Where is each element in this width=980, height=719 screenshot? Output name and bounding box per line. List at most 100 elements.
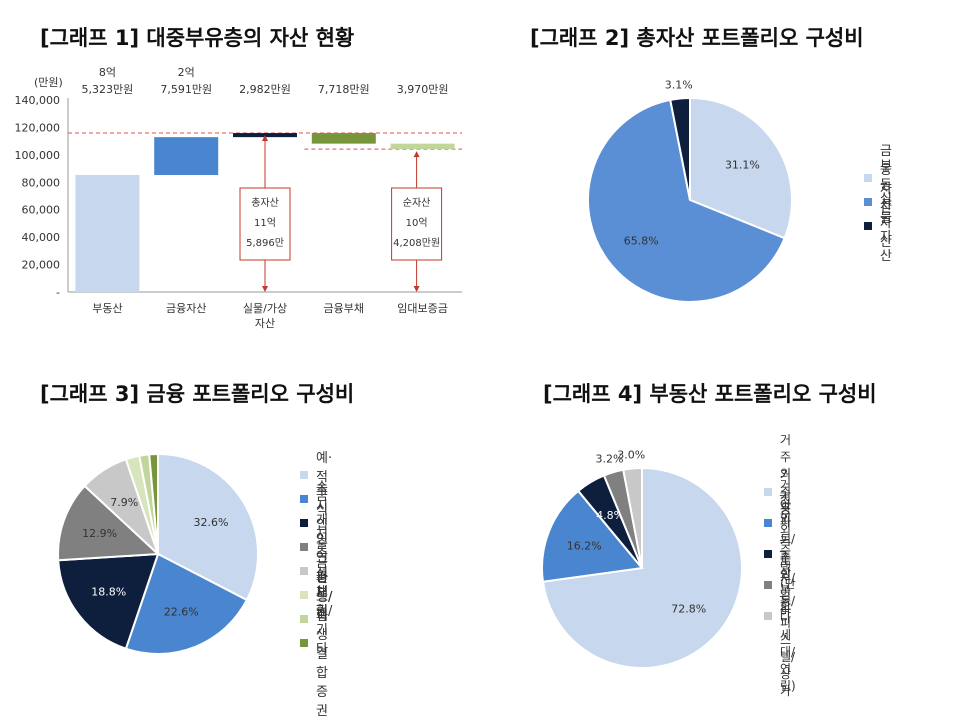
annotation-arrow-head — [262, 286, 268, 292]
legend-swatch — [300, 543, 308, 551]
y-axis-label: (만원) — [34, 76, 63, 89]
pie-slice — [541, 489, 644, 583]
legend-item: 채권/기타 — [300, 585, 332, 657]
bar-top-label: 5,323만원 — [82, 83, 134, 96]
waterfall-bar — [75, 174, 140, 292]
graph2-title: [그래프 2] 총자산 포트폴리오 구성비 — [530, 26, 864, 50]
pie-slice — [689, 96, 793, 240]
pie-slice — [587, 98, 786, 303]
pie-value-label: 65.8% — [624, 234, 659, 247]
legend-item: 예·적금 — [300, 451, 332, 504]
annotation-text: 5,896만 — [246, 237, 284, 249]
bar-top-label: 2억 — [178, 66, 195, 79]
annotation-arrow-head — [262, 135, 268, 142]
legend-item: 수시입출금 — [300, 480, 332, 571]
legend-label: 거주 외_토지/임야 — [780, 489, 796, 619]
legend-swatch — [300, 615, 308, 623]
legend-swatch — [300, 639, 308, 647]
legend-swatch — [764, 580, 772, 589]
pie-slice — [124, 552, 249, 655]
bar-top-label: 3,970만원 — [397, 83, 449, 96]
pie-slice — [57, 552, 160, 650]
legend-item: 거주용 — [764, 468, 796, 516]
annotation-text: 4,208만원 — [393, 237, 440, 249]
y-tick-label: 100,000 — [15, 149, 61, 162]
legend-swatch — [300, 591, 308, 599]
y-tick-label: 40,000 — [22, 231, 61, 244]
legend-item: 저축성 보험 — [300, 528, 332, 619]
legend-swatch — [764, 611, 772, 620]
legend-label: 거주 외_아파트/주상복합 — [780, 432, 796, 614]
annotation-text: 순자산 — [403, 197, 431, 209]
pie-slice — [669, 96, 691, 201]
legend-label: 수시입출금 — [316, 479, 328, 571]
graph3-legend: 예·적금 주식 수시입출금 개인연금 저축성 보험 펀드/랩 채권/기타 파생/… — [300, 451, 332, 719]
pie-value-label: 3.2% — [596, 453, 624, 466]
pie-value-label: 3.0% — [617, 449, 645, 462]
legend-label: 파생/파생결합증권 — [316, 571, 333, 719]
bar-top-label: 8억 — [99, 66, 116, 79]
pie-value-label: 3.1% — [665, 79, 693, 92]
pie-value-label: 4.8% — [596, 509, 624, 522]
legend-label: 실물자산 — [880, 192, 892, 264]
legend-swatch — [764, 518, 772, 527]
graph3-title: [그래프 3] 금융 포트폴리오 구성비 — [40, 382, 355, 406]
legend-label: 저축성 보험 — [316, 527, 328, 619]
legend-label: 거주용 — [780, 468, 792, 516]
legend-swatch — [300, 471, 308, 479]
waterfall-bar — [311, 133, 376, 144]
pie-slice — [148, 452, 159, 555]
legend-label: 펀드/랩 — [316, 570, 333, 624]
graph4-legend: 거주용 거주 외_아파트/주상복합 거주 외_토지/임야 거주 외_주택(단독/… — [764, 433, 796, 698]
graph2-legend: 금융자산 부동산자산 실물자산 — [864, 144, 892, 264]
x-category-label: 금융자산 — [166, 302, 206, 315]
legend-item: 부동산자산 — [864, 159, 892, 250]
x-category-label: 임대보증금 — [397, 302, 448, 315]
legend-swatch — [764, 549, 772, 558]
graph4-pie-chart: 72.8% 16.2% 4.8% 3.2%3.0% — [541, 449, 743, 669]
pie-value-label: 16.2% — [567, 540, 602, 553]
legend-swatch — [300, 495, 308, 503]
y-tick-label: 20,000 — [22, 259, 61, 272]
graph3-pie-chart: 32.6% 22.6% 18.8% 12.9% 7.9% — [57, 452, 259, 655]
pie-value-label: 18.8% — [91, 586, 126, 599]
legend-swatch — [300, 567, 308, 575]
legend-item: 금융자산 — [864, 144, 892, 216]
legend-swatch — [864, 222, 872, 230]
graph2-pie-chart: 31.1% 65.8% 3.1% — [587, 79, 793, 303]
graph1-waterfall-chart: (만원) 140,000 120,000 100,000 80,000 60,000 40,… — [15, 66, 462, 330]
legend-item: 파생/파생결합증권 — [300, 571, 332, 719]
legend-item: 실물자산 — [864, 192, 892, 264]
bar-top-label: 2,982만원 — [239, 83, 291, 96]
y-tick-label: - — [56, 286, 60, 299]
legend-item: 펀드/랩 — [300, 571, 332, 624]
pie-slice — [157, 452, 259, 602]
y-tick-label: 140,000 — [15, 94, 61, 107]
pie-value-label: 72.8% — [671, 603, 706, 616]
legend-label: 예·적금 — [316, 450, 333, 504]
graph4-title: [그래프 4] 부동산 포트폴리오 구성비 — [543, 382, 877, 406]
legend-label: 주식 — [316, 484, 328, 518]
annotation-text: 10억 — [406, 217, 428, 229]
x-category-label: 부동산 — [92, 302, 122, 315]
annotation-text: 총자산 — [251, 197, 279, 209]
legend-item: 개인연금 — [300, 513, 332, 585]
pie-value-label: 12.9% — [82, 527, 117, 540]
legend-swatch — [764, 487, 772, 496]
waterfall-bar — [390, 143, 455, 150]
pie-slice — [57, 484, 161, 562]
legend-swatch — [864, 198, 872, 206]
x-category-label: 자산 — [255, 317, 275, 330]
legend-swatch — [864, 174, 872, 182]
pie-value-label: 32.6% — [193, 516, 228, 529]
legend-item: 거주 외_아파트/주상복합 — [764, 433, 796, 614]
legend-label: 채권/기타 — [316, 585, 333, 657]
pie-value-label: 22.6% — [164, 606, 199, 619]
legend-label: 금융자산 — [880, 144, 892, 216]
legend-item: 거주 외_오피스텔/상가 — [764, 534, 796, 698]
y-tick-label: 120,000 — [15, 121, 61, 134]
legend-label: 개인연금 — [316, 513, 328, 585]
legend-label: 부동산자산 — [880, 158, 892, 250]
x-category-label: 실물/가상 — [243, 302, 287, 315]
annotation-box — [391, 187, 443, 261]
